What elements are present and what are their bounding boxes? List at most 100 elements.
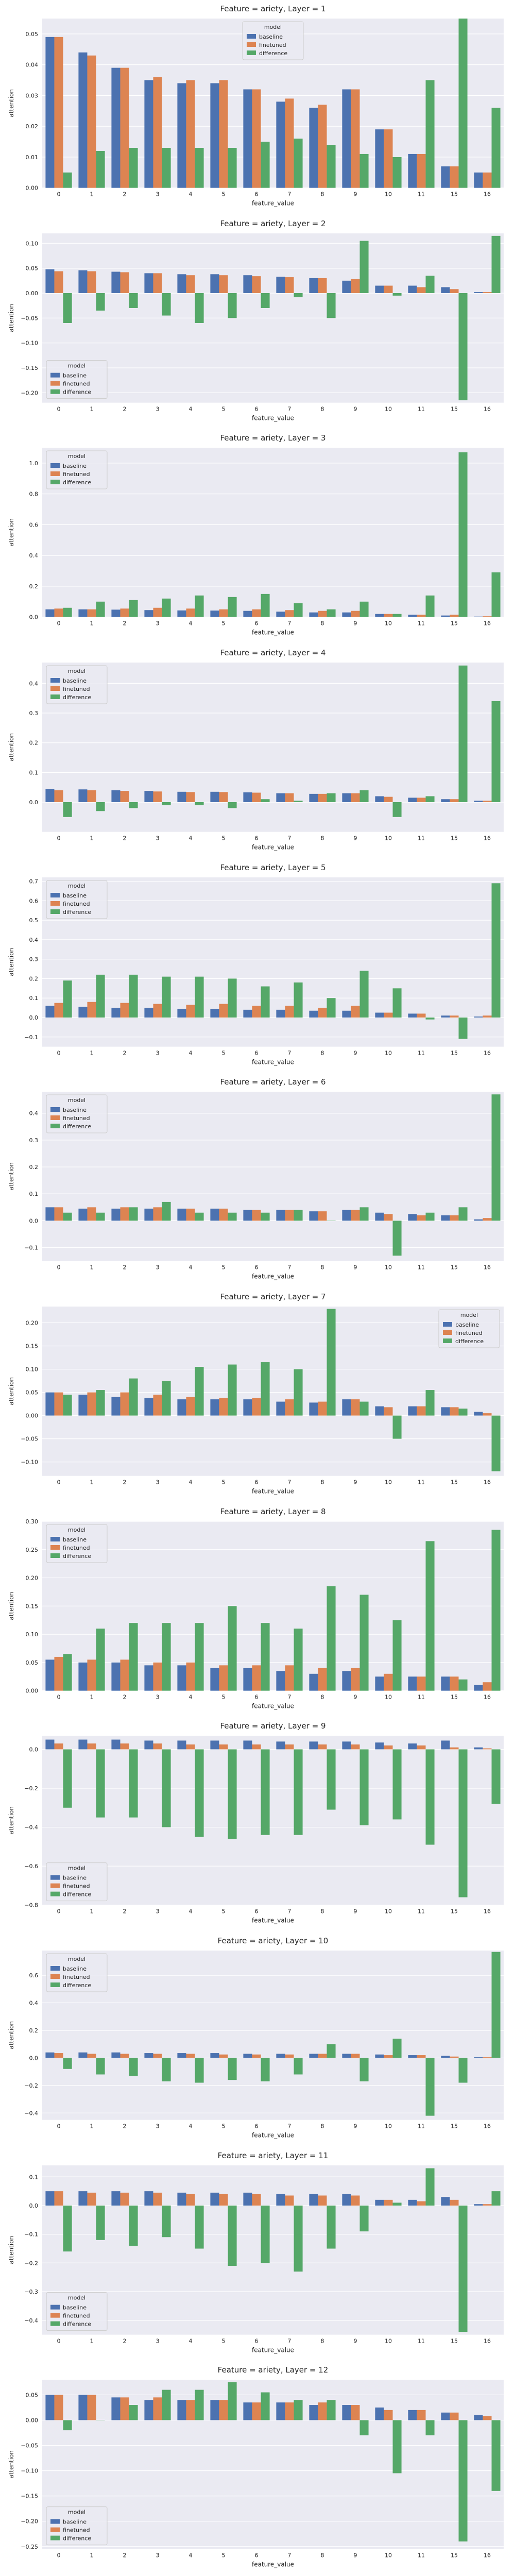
x-axis-label: feature_value — [252, 1058, 294, 1065]
bar-difference-15 — [458, 1017, 468, 1039]
x-tick-label: 8 — [320, 1479, 324, 1486]
bar-finetuned-1 — [87, 1207, 96, 1221]
bar-finetuned-10 — [384, 2410, 393, 2420]
bar-baseline-5 — [210, 83, 219, 188]
bar-baseline-0 — [45, 1739, 55, 1750]
bar-difference-3 — [162, 1381, 171, 1416]
bar-baseline-15 — [441, 1676, 450, 1691]
bar-difference-4 — [195, 1749, 204, 1837]
bar-baseline-5 — [210, 1740, 219, 1750]
bar-difference-0 — [63, 293, 72, 323]
x-tick-label: 10 — [385, 191, 392, 198]
bar-finetuned-7 — [285, 1665, 294, 1691]
bar-finetuned-11 — [417, 1013, 426, 1018]
x-tick-label: 4 — [189, 1908, 193, 1915]
bar-finetuned-2 — [120, 1392, 129, 1416]
y-tick-label: 0.10 — [26, 1631, 38, 1638]
y-tick-label: −0.2 — [24, 2082, 38, 2089]
bar-finetuned-11 — [417, 1676, 426, 1691]
bar-baseline-0 — [45, 609, 55, 617]
y-tick-label: 0.6 — [29, 897, 38, 904]
bar-difference-3 — [162, 1202, 171, 1221]
bar-finetuned-15 — [450, 2199, 459, 2206]
bar-baseline-0 — [45, 789, 55, 802]
x-tick-label: 7 — [287, 405, 291, 412]
legend-swatch-difference — [247, 50, 256, 55]
y-tick-label: 0.1 — [29, 2174, 38, 2180]
bar-finetuned-0 — [54, 271, 63, 293]
x-tick-label: 7 — [287, 1693, 291, 1700]
bar-baseline-0 — [45, 37, 55, 188]
chart-panel-2: Feature = ariety, Layer = 2 −0.20 −0.15 −0.… — [8, 219, 504, 421]
legend-label-finetuned: finetuned — [63, 2527, 90, 2534]
legend-swatch-baseline — [50, 1536, 60, 1541]
bar-difference-3 — [162, 293, 171, 316]
bar-difference-15 — [458, 452, 468, 617]
bar-baseline-1 — [78, 2052, 88, 2058]
bar-difference-4 — [195, 293, 204, 323]
bar-baseline-15 — [441, 1407, 450, 1416]
bar-finetuned-9 — [351, 89, 360, 188]
x-tick-label: 3 — [156, 1908, 160, 1915]
x-tick-label: 10 — [385, 1049, 392, 1056]
bar-finetuned-15 — [450, 2056, 459, 2058]
bar-difference-4 — [195, 1367, 204, 1416]
bar-difference-3 — [162, 976, 171, 1018]
x-tick-label: 11 — [418, 1479, 425, 1486]
bar-baseline-4 — [177, 2192, 186, 2206]
bar-difference-16 — [491, 572, 501, 617]
legend-swatch-difference — [50, 389, 60, 394]
bar-difference-8 — [327, 144, 336, 188]
y-tick-label: 0.00 — [26, 2417, 38, 2424]
bar-baseline-8 — [309, 1741, 318, 1750]
bar-difference-2 — [129, 2205, 138, 2246]
bar-baseline-7 — [276, 2054, 285, 2058]
bar-difference-7 — [294, 2400, 303, 2420]
bar-difference-0 — [63, 2420, 72, 2431]
legend-swatch-baseline — [50, 2304, 60, 2310]
bar-difference-11 — [425, 275, 435, 293]
bar-baseline-16 — [474, 1747, 483, 1750]
legend-label-finetuned: finetuned — [63, 1883, 90, 1890]
legend-label-baseline: baseline — [63, 677, 87, 684]
bar-baseline-2 — [111, 2397, 121, 2420]
x-tick-label: 7 — [287, 2552, 291, 2559]
x-tick-label: 2 — [123, 1693, 127, 1700]
bar-baseline-4 — [177, 1008, 186, 1018]
x-axis-label: feature_value — [252, 1917, 294, 1924]
bar-finetuned-3 — [153, 1004, 162, 1018]
legend-box — [46, 1862, 108, 1902]
bar-finetuned-15 — [450, 615, 459, 617]
bar-baseline-15 — [441, 2056, 450, 2058]
bar-finetuned-7 — [285, 1399, 294, 1416]
legend-label-difference: difference — [63, 2535, 91, 2542]
bar-difference-3 — [162, 599, 171, 617]
bar-finetuned-2 — [120, 1207, 129, 1221]
legend-swatch-difference — [50, 2535, 60, 2540]
y-tick-label: 0.15 — [26, 1603, 38, 1609]
bar-difference-16 — [491, 883, 501, 1018]
y-axis-label: attention — [8, 1162, 15, 1191]
y-axis-label: attention — [8, 1806, 15, 1835]
legend-title: model — [68, 453, 85, 460]
chart-title: Feature = ariety, Layer = 5 — [220, 863, 325, 872]
bar-baseline-3 — [144, 80, 153, 188]
plot-background — [42, 877, 504, 1047]
bar-difference-7 — [294, 1749, 303, 1835]
x-tick-label: 15 — [451, 1479, 458, 1486]
y-tick-label: 0.0 — [29, 614, 38, 621]
bar-finetuned-11 — [417, 287, 426, 293]
bar-baseline-10 — [375, 1213, 384, 1221]
bar-finetuned-5 — [219, 80, 228, 188]
bar-finetuned-4 — [186, 1209, 195, 1221]
bar-difference-0 — [63, 1395, 72, 1416]
chart-panel-10: Feature = ariety, Layer = 10 −0.4 −0.2 0.0 0… — [8, 1936, 504, 2139]
y-tick-label: 0.4 — [29, 1110, 38, 1117]
bar-difference-2 — [129, 1378, 138, 1416]
legend-box — [46, 1953, 108, 1992]
bar-difference-11 — [425, 796, 435, 802]
x-tick-label: 0 — [57, 1693, 61, 1700]
bar-baseline-11 — [408, 798, 417, 802]
bar-baseline-8 — [309, 278, 318, 293]
